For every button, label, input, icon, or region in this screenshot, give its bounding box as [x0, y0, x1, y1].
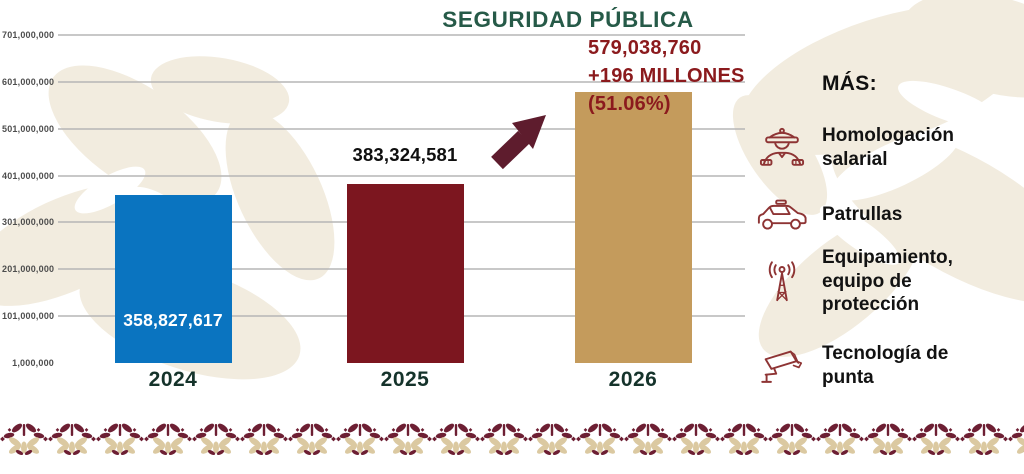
- y-axis-tick-label: 401,000,000: [2, 170, 55, 181]
- growth-annotation: 579,038,760 +196 MILLONES (51.06%): [588, 34, 745, 118]
- gridline: [58, 80, 745, 83]
- y-axis-tick-label: 101,000,000: [2, 311, 55, 322]
- bar-2026: [574, 92, 692, 363]
- side-item-equipamiento: Equipamiento, equipo de protección: [756, 246, 997, 317]
- x-axis-label-2025: 2025: [380, 368, 430, 391]
- side-item-label: Homologación salarial: [822, 125, 954, 170]
- side-item-patrullas: Patrullas: [756, 196, 997, 234]
- antenna-icon: [756, 258, 808, 304]
- gridline: [58, 127, 745, 130]
- side-panel-heading: MÁS:: [822, 72, 877, 95]
- side-panel: MÁS: Homologación salarial: [756, 0, 1024, 420]
- patrol-car-icon: [756, 196, 808, 234]
- y-axis-tick-label: 201,000,000: [2, 264, 55, 275]
- bar-value-label: 358,827,617: [123, 310, 223, 330]
- side-item-label: Tecnología de punta: [822, 343, 949, 388]
- increase-arrow-icon: [491, 115, 546, 170]
- y-axis-tick-label: 701,000,000: [2, 30, 55, 40]
- side-item-tecnologia: Tecnología de punta: [756, 342, 997, 389]
- side-item-label: Equipamiento, equipo de protección: [822, 247, 953, 315]
- side-item-label: Patrullas: [822, 204, 903, 226]
- bar-2024: [114, 195, 232, 363]
- side-item-homologacion: Homologación salarial: [756, 124, 997, 171]
- decorative-border-pattern: [0, 420, 1024, 458]
- gridline: [58, 34, 745, 36]
- y-axis-tick-label: 301,000,000: [2, 217, 55, 228]
- annotation-value: 579,038,760: [588, 37, 702, 59]
- y-axis-tick-label: 601,000,000: [2, 76, 55, 87]
- police-officer-icon: [756, 125, 808, 171]
- cctv-camera-icon: [756, 345, 808, 387]
- bar-value-label: 383,324,581: [352, 143, 458, 165]
- y-axis-tick-label: 1,000,000: [12, 358, 54, 368]
- x-axis-label-2026: 2026: [608, 368, 658, 391]
- bar-2025: [346, 183, 464, 363]
- annotation-percent: (51.06%): [588, 93, 671, 115]
- chart-title: SEGURIDAD PÚBLICA: [442, 7, 694, 32]
- gridline: [58, 174, 745, 177]
- annotation-delta: +196 MILLONES: [588, 65, 745, 87]
- x-axis-label-2024: 2024: [148, 368, 198, 391]
- y-axis-tick-label: 501,000,000: [2, 123, 55, 134]
